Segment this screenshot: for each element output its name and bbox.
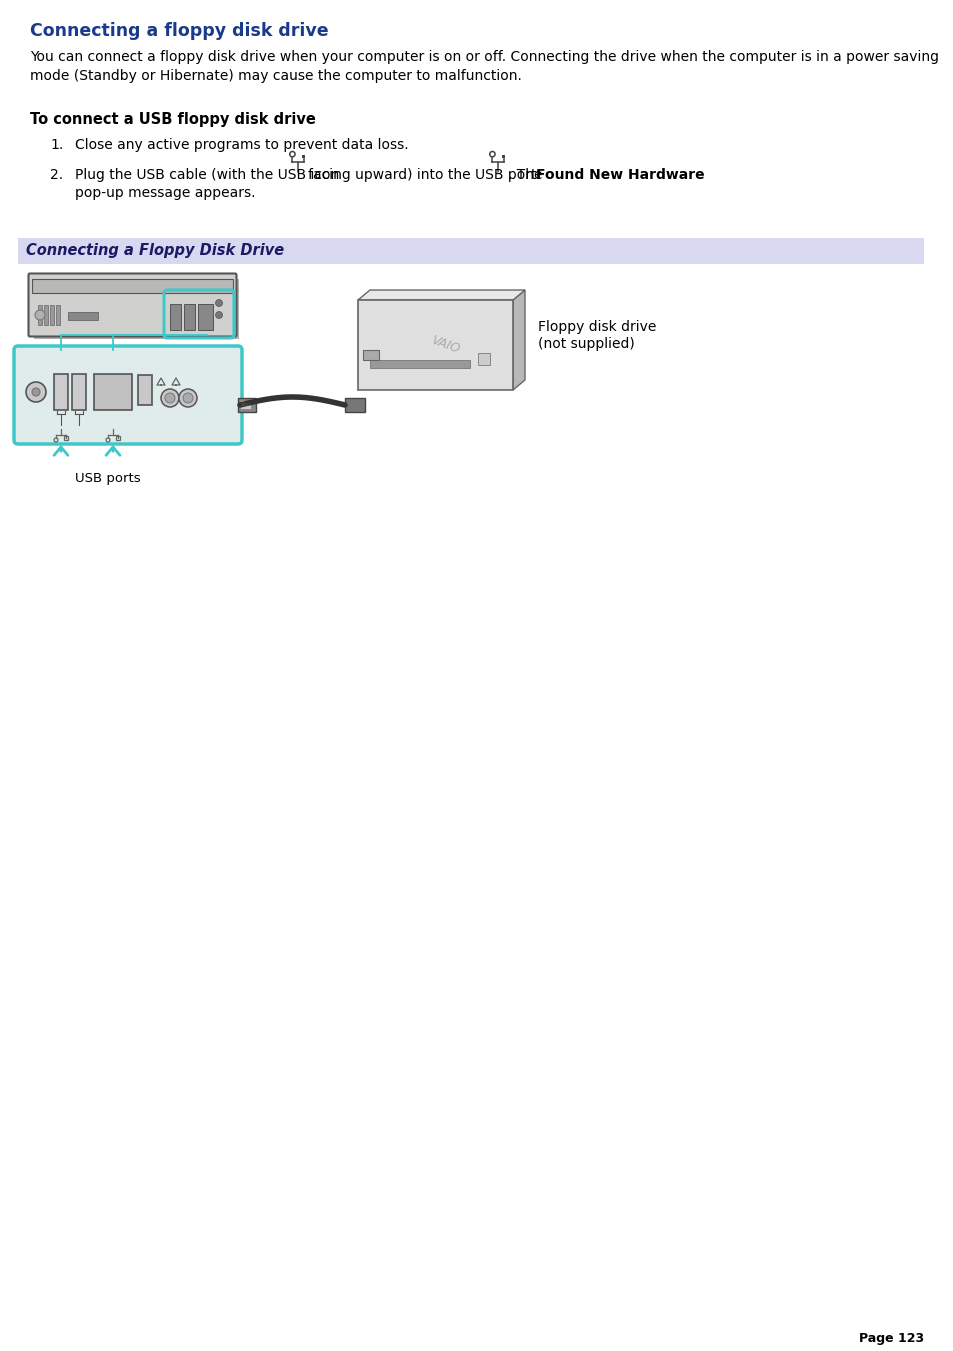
Circle shape [179,389,196,407]
Bar [38,305,42,326]
Text: 1.: 1. [50,138,63,153]
Text: 2.: 2. [50,168,63,182]
Text: USB ports: USB ports [75,471,141,485]
Bar [18,238,923,263]
Text: . The: . The [507,168,546,182]
Bar [184,304,194,330]
Circle shape [35,309,45,320]
Text: pop-up message appears.: pop-up message appears. [75,186,255,200]
Circle shape [165,393,174,403]
Text: Found New Hardware: Found New Hardware [536,168,704,182]
Bar [54,374,68,409]
Bar [363,350,378,359]
Circle shape [183,393,193,403]
Bar [32,280,233,293]
Bar [357,300,513,390]
Bar [44,305,48,326]
Bar [68,312,98,320]
Circle shape [32,388,40,396]
Circle shape [215,300,222,307]
Polygon shape [513,290,524,390]
Bar [56,305,60,326]
Text: abc: abc [241,401,251,407]
Text: To connect a USB floppy disk drive: To connect a USB floppy disk drive [30,112,315,127]
Bar [477,353,490,365]
FancyBboxPatch shape [34,280,239,339]
Bar [94,374,132,409]
Bar [241,401,251,409]
Bar [301,154,305,158]
Bar [64,436,68,440]
Text: (not supplied): (not supplied) [537,336,634,351]
Circle shape [161,389,179,407]
Text: Page 123: Page 123 [858,1332,923,1346]
Bar [116,436,120,440]
Text: facing upward) into the USB port: facing upward) into the USB port [308,168,536,182]
Bar [138,376,152,405]
Polygon shape [357,290,524,300]
FancyArrowPatch shape [54,447,68,455]
Text: You can connect a floppy disk drive when your computer is on or off. Connecting : You can connect a floppy disk drive when… [30,50,938,82]
Circle shape [26,382,46,403]
Bar [71,374,86,409]
Bar [237,399,255,412]
Text: VAIO: VAIO [428,334,460,357]
Text: Plug the USB cable (with the USB icon: Plug the USB cable (with the USB icon [75,168,339,182]
FancyBboxPatch shape [14,346,242,444]
Circle shape [215,312,222,319]
FancyArrowPatch shape [106,447,120,455]
Text: Connecting a floppy disk drive: Connecting a floppy disk drive [30,22,328,41]
Bar [501,154,505,158]
Bar [170,304,181,330]
Bar [50,305,54,326]
FancyBboxPatch shape [29,273,236,336]
Bar [198,304,213,330]
Text: Connecting a Floppy Disk Drive: Connecting a Floppy Disk Drive [26,243,284,258]
Text: Floppy disk drive: Floppy disk drive [537,320,656,334]
Text: Close any active programs to prevent data loss.: Close any active programs to prevent dat… [75,138,408,153]
Bar [370,359,470,367]
Bar [345,399,365,412]
